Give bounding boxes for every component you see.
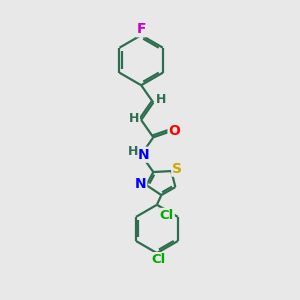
Text: N: N — [135, 177, 146, 190]
Text: F: F — [136, 22, 146, 36]
Text: H: H — [155, 93, 166, 106]
Text: Cl: Cl — [151, 253, 166, 266]
Text: S: S — [172, 162, 182, 176]
Text: O: O — [169, 124, 181, 137]
Text: H: H — [129, 112, 139, 125]
Text: N: N — [137, 148, 149, 162]
Text: Cl: Cl — [160, 209, 174, 222]
Text: H: H — [128, 145, 138, 158]
